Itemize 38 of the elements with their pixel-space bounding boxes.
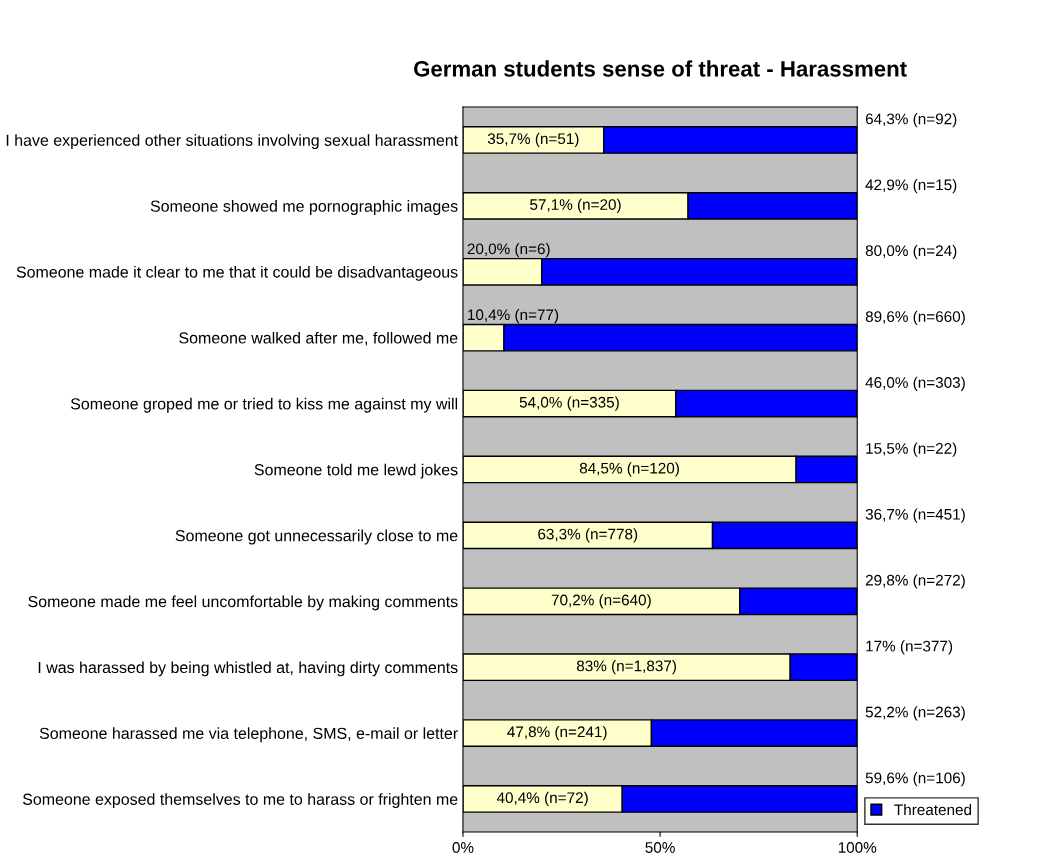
data-label: 63,3% (n=778) <box>538 528 638 543</box>
y-tick-label: Someone exposed themselves to me to harass or frighten me <box>22 793 458 809</box>
data-label: 46,0% (n=303) <box>865 376 965 391</box>
data-label: 64,3% (n=92) <box>865 113 957 128</box>
data-label: 52,2% (n=263) <box>865 706 965 721</box>
legend-label: Threatened <box>894 803 972 816</box>
data-label: 80,0% (n=24) <box>865 244 957 260</box>
data-label: 36,7% (n=451) <box>865 508 965 523</box>
data-label: 89,6% (n=660) <box>865 310 965 326</box>
data-label: 17% (n=377) <box>866 640 953 655</box>
data-label: 57,1% (n=20) <box>530 198 621 213</box>
y-tick-label: Someone harassed me via telephone, SMS, e-mail or letter <box>39 727 458 743</box>
x-tick-label: 100% <box>838 842 877 853</box>
data-label: 83% (n=1,837) <box>576 660 676 675</box>
data-label: 47,8% (n=241) <box>507 725 607 741</box>
data-label: 54,0% (n=335) <box>519 396 619 411</box>
data-label: 10,4% (n=77) <box>468 308 559 324</box>
y-tick-label: Someone got unnecessarily close to me <box>175 529 458 545</box>
data-label: 15,5% (n=22) <box>866 442 957 457</box>
x-tick-label: 50% <box>645 842 675 853</box>
data-label: 40,4% (n=72) <box>496 791 588 807</box>
y-tick-label: I was harassed by being whistled at, having dirty comments <box>38 661 458 677</box>
data-label: 35,7% (n=51) <box>487 132 579 148</box>
y-tick-label: Someone made it clear to me that it could be disadvantageous <box>16 265 458 281</box>
y-tick-label: Someone showed me pornographic images <box>150 200 458 215</box>
data-label: 42,9% (n=15) <box>865 178 957 194</box>
y-tick-label: Someone told me lewd jokes <box>254 463 458 479</box>
data-label: 20,0% (n=6) <box>467 243 550 258</box>
data-label: 29,8% (n=272) <box>865 574 965 589</box>
y-tick-label: Someone made me feel uncomfortable by making comments <box>28 595 458 611</box>
x-tick-label: 0% <box>452 842 474 853</box>
data-label: 59,6% (n=106) <box>865 772 965 787</box>
y-tick-label: I have experienced other situations involving sexual harassment <box>6 134 459 150</box>
y-tick-label: Someone walked after me, followed me <box>179 331 458 346</box>
chart-title: German students sense of threat - Harassment <box>414 60 907 77</box>
data-label: 84,5% (n=120) <box>579 462 679 477</box>
data-label: 70,2% (n=640) <box>551 594 651 609</box>
y-tick-label: Someone groped me or tried to kiss me against my will <box>70 397 458 413</box>
